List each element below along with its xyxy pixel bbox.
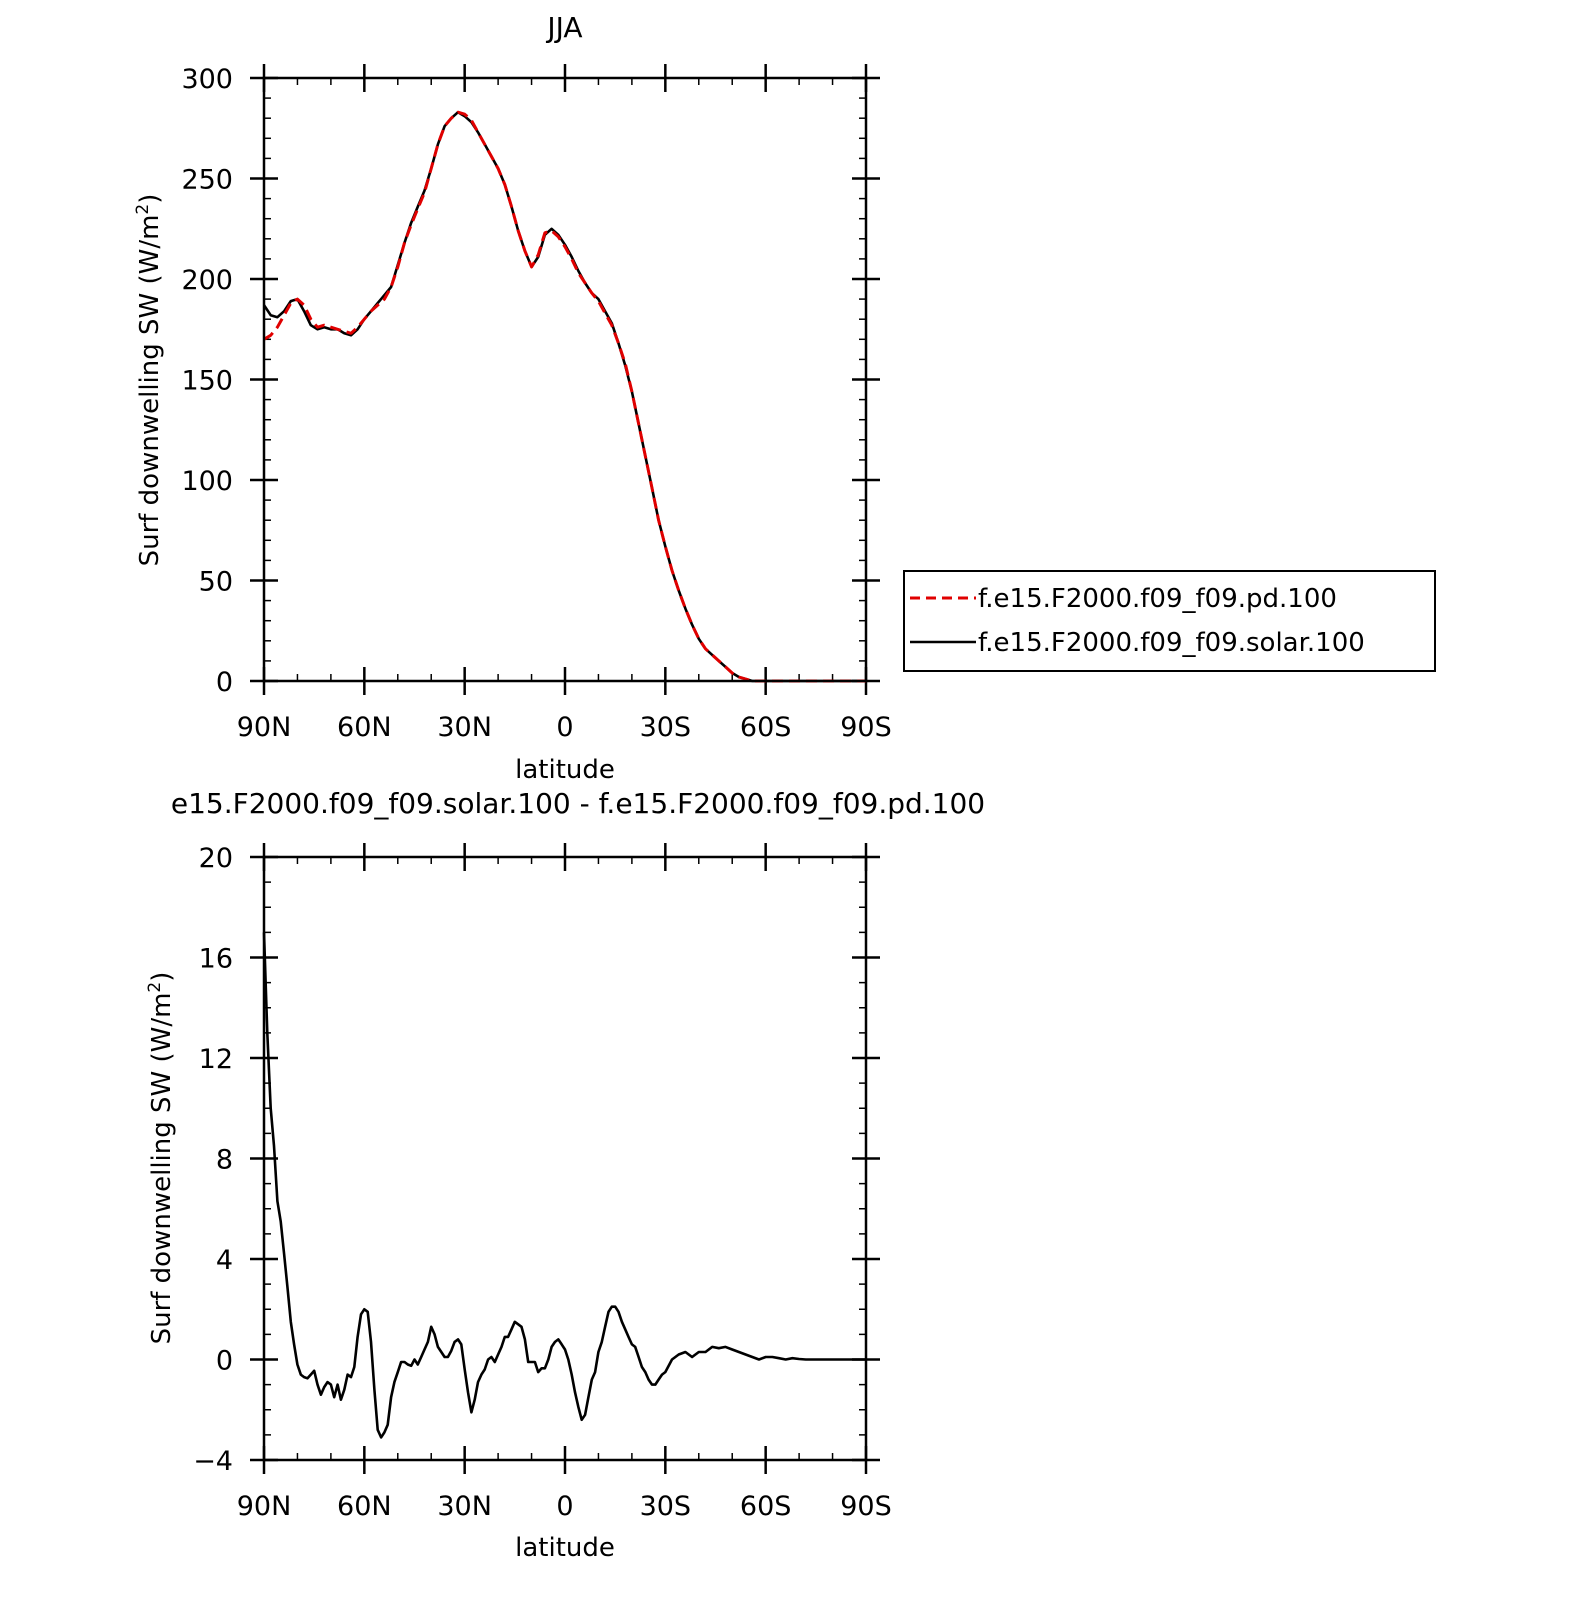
- bottom-chart-x-axis-label: latitude: [515, 1533, 615, 1563]
- bottom-chart-major-ticks: [250, 843, 880, 1474]
- y-tick-label: 100: [181, 466, 233, 497]
- x-tick-label: 60N: [337, 1491, 392, 1522]
- top-chart-minor-ticks: [264, 78, 866, 681]
- bottom-chart-x-tick-labels: 90N 60N 30N 0 30S 60S 90S: [237, 1491, 892, 1522]
- legend-box: [903, 570, 1436, 672]
- y-tick-label: 20: [199, 843, 233, 874]
- legend-item-solar: f.e15.F2000.f09_f09.solar.100: [910, 628, 1365, 658]
- y-tick-label: 8: [216, 1145, 233, 1176]
- y-tick-label: 0: [216, 667, 233, 698]
- top-chart-major-ticks: [250, 64, 880, 695]
- bottom-chart-series: [262, 932, 866, 1439]
- x-tick-label: 90N: [237, 1491, 292, 1522]
- top-chart-legend: f.e15.F2000.f09_f09.pd.100 f.e15.F2000.f…: [903, 570, 1436, 672]
- bottom-chart-y-axis-label: Surf downwelling SW (W/m2): [145, 972, 177, 1345]
- series-line-2: [262, 110, 866, 683]
- x-tick-label: 30N: [437, 1491, 492, 1522]
- top-chart-y-tick-labels: 0 50 100 150 200 250 300: [181, 64, 233, 698]
- x-tick-label: 90S: [840, 712, 892, 743]
- y-tick-label: 4: [216, 1245, 233, 1276]
- series-line-1: [262, 932, 866, 1439]
- series-line-1: [263, 110, 866, 683]
- x-tick-label: 90S: [840, 1491, 892, 1522]
- legend-label-pd: f.e15.F2000.f09_f09.pd.100: [978, 584, 1337, 614]
- bottom-chart-plot-frame: [262, 855, 868, 1462]
- x-tick-label: 30S: [640, 712, 692, 743]
- x-tick-label: 60S: [740, 712, 792, 743]
- x-tick-label: 30N: [437, 712, 492, 743]
- legend-label-solar: f.e15.F2000.f09_f09.solar.100: [978, 628, 1365, 658]
- top-chart-y-axis-label: Surf downwelling SW (W/m2): [133, 194, 165, 567]
- top-chart-title: JJA: [545, 11, 582, 44]
- y-tick-label: 300: [181, 64, 233, 95]
- y-tick-label: 16: [199, 944, 233, 975]
- y-tick-label: 250: [181, 165, 233, 196]
- top-chart-x-tick-labels: 90N 60N 30N 0 30S 60S 90S: [237, 712, 892, 743]
- x-tick-label: 30S: [640, 1491, 692, 1522]
- top-chart-series: [262, 110, 866, 683]
- y-tick-label: 12: [199, 1044, 233, 1075]
- top-chart-plot-frame: [262, 76, 868, 683]
- bottom-chart-title: e15.F2000.f09_f09.solar.100 - f.e15.F200…: [171, 787, 985, 820]
- bottom-chart-y-tick-labels: −4 0 4 8 12 16 20: [193, 843, 233, 1477]
- x-tick-label: 0: [556, 1491, 573, 1522]
- top-chart-x-axis-label: latitude: [515, 755, 615, 785]
- y-tick-label: 50: [199, 567, 233, 598]
- y-tick-label: −4: [193, 1446, 233, 1477]
- x-tick-label: 60S: [740, 1491, 792, 1522]
- y-tick-label: 150: [181, 366, 233, 397]
- x-tick-label: 60N: [337, 712, 392, 743]
- bottom-chart: e15.F2000.f09_f09.solar.100 - f.e15.F200…: [145, 787, 985, 1563]
- y-tick-label: 200: [181, 265, 233, 296]
- x-tick-label: 0: [556, 712, 573, 743]
- legend-item-pd: f.e15.F2000.f09_f09.pd.100: [910, 584, 1337, 614]
- x-tick-label: 90N: [237, 712, 292, 743]
- y-tick-label: 0: [216, 1346, 233, 1377]
